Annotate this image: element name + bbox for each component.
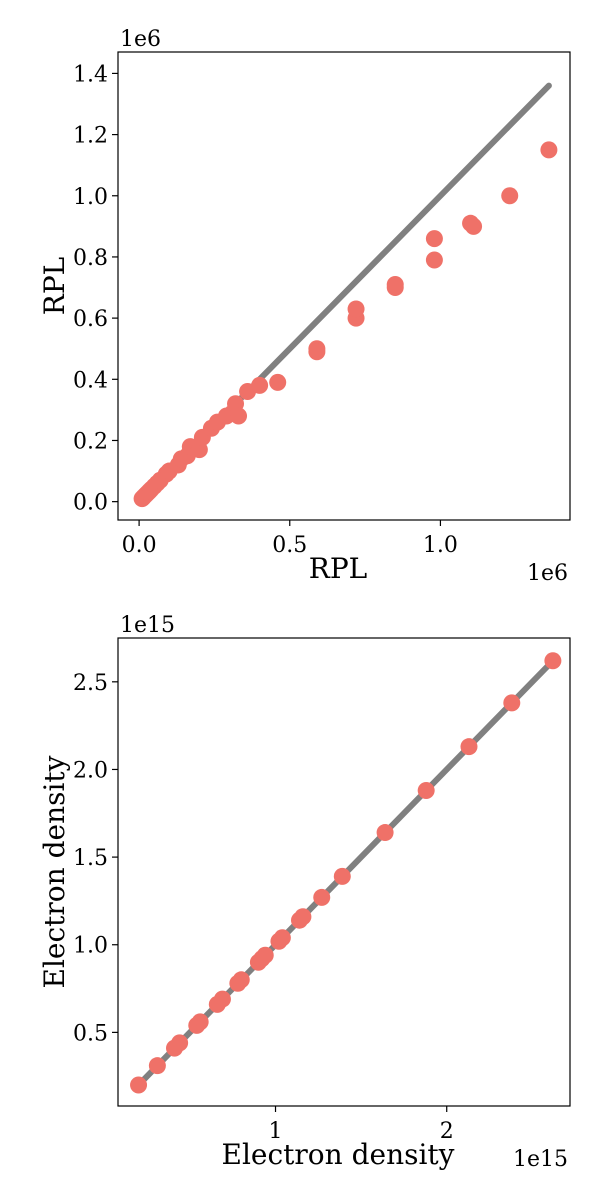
y-tick-label: 0.8	[73, 246, 108, 271]
y-offset-label: 1e6	[120, 27, 161, 52]
y-tick-label: 2.5	[73, 671, 108, 696]
data-point	[540, 141, 558, 159]
data-point	[251, 376, 269, 394]
x-tick-label: 1	[269, 1119, 283, 1144]
data-point	[376, 824, 394, 842]
data-point	[171, 1034, 189, 1052]
y-tick-label: 1.4	[73, 62, 108, 87]
y-tick-label: 0.4	[73, 368, 108, 393]
y-tick-label: 0.5	[73, 1021, 108, 1046]
data-point	[230, 407, 248, 425]
plot-frame	[117, 637, 571, 1107]
data-point	[544, 652, 562, 670]
data-point	[386, 275, 404, 293]
x-axis-label: RPL	[309, 552, 368, 585]
rpl-scatter-chart: 0.0 0.5 1.0 0.0 0.2 0.4 0.6 0.8 1.0 1.2 1.4 RPL R…	[38, 27, 571, 586]
x-offset-label: 1e6	[527, 561, 568, 586]
x-axis-label: Electron density	[222, 1138, 455, 1171]
x-tick-label: 2	[440, 1119, 454, 1144]
data-point	[232, 971, 250, 989]
y-tick-label: 2.0	[73, 758, 108, 783]
data-point	[294, 908, 312, 926]
data-points-group	[133, 141, 558, 508]
data-point	[425, 251, 443, 269]
data-point	[347, 300, 365, 318]
data-point	[313, 888, 331, 906]
y-offset-label: 1e15	[120, 613, 175, 638]
data-point	[148, 1057, 166, 1075]
data-point	[460, 738, 478, 756]
data-point	[191, 1013, 209, 1031]
data-point	[501, 187, 519, 205]
data-point	[417, 781, 435, 799]
y-ticks-group: 0.0 0.2 0.4 0.6 0.8 1.0 1.2 1.4	[73, 62, 118, 516]
data-point	[213, 990, 231, 1008]
data-point	[308, 343, 326, 361]
x-offset-label: 1e15	[513, 1147, 568, 1172]
y-ticks-group: 0.5 1.0 1.5 2.0 2.5	[73, 671, 118, 1046]
y-tick-label: 1.0	[73, 934, 108, 959]
data-point	[269, 373, 287, 391]
data-points-group	[130, 652, 562, 1094]
data-point	[465, 217, 483, 235]
x-tick-label: 0.5	[272, 533, 307, 558]
y-tick-label: 1.5	[73, 846, 108, 871]
y-tick-label: 1.2	[73, 124, 108, 149]
y-tick-label: 0.0	[73, 491, 108, 516]
y-axis-label: Electron density	[38, 755, 71, 988]
plot-frame	[117, 51, 571, 521]
y-tick-label: 0.2	[73, 429, 108, 454]
data-point	[503, 694, 521, 712]
x-tick-label: 1.0	[423, 533, 458, 558]
y-tick-label: 0.6	[73, 307, 108, 332]
data-point	[256, 946, 274, 964]
data-point	[333, 867, 351, 885]
data-point	[273, 929, 291, 947]
data-point	[130, 1076, 148, 1094]
x-ticks-group: 0.0 0.5 1.0	[122, 520, 458, 558]
y-axis-label: RPL	[38, 257, 71, 316]
data-point	[425, 230, 443, 248]
y-tick-label: 1.0	[73, 185, 108, 210]
x-tick-label: 0.0	[122, 533, 157, 558]
